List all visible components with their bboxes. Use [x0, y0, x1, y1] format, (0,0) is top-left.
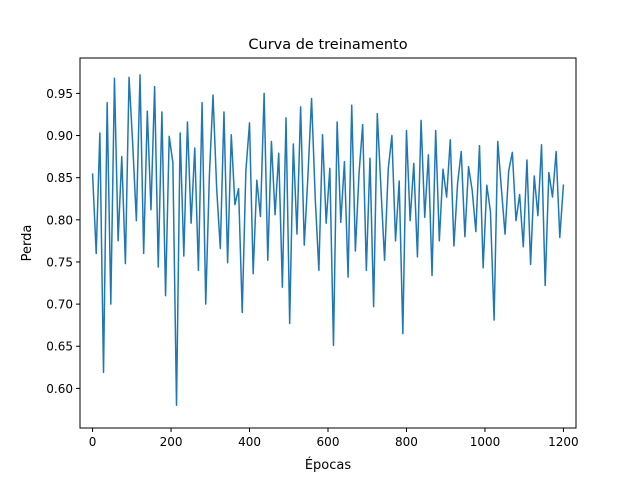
x-tick-label: 400: [238, 435, 261, 449]
y-tick-label: 0.95: [46, 87, 73, 101]
y-tick-label: 0.85: [46, 171, 73, 185]
y-axis-label: Perda: [20, 225, 35, 262]
y-tick-label: 0.60: [46, 382, 73, 396]
x-axis-label: Épocas: [305, 457, 352, 473]
x-tick-label: 1200: [548, 435, 579, 449]
x-tick-label: 600: [317, 435, 340, 449]
loss-series-line: [91, 74, 565, 406]
y-tick-label: 0.75: [46, 255, 73, 269]
y-axis: 0.60 0.65 0.70 0.75 0.80 0.85 0.90 0.95: [46, 87, 80, 396]
y-tick-label: 0.65: [46, 340, 73, 354]
x-tick-label: 200: [160, 435, 183, 449]
x-axis: 0 200 400 600 800 1000 1200: [89, 428, 579, 449]
chart-title: Curva de treinamento: [248, 37, 407, 53]
x-tick-label: 0: [89, 435, 97, 449]
x-tick-label: 1000: [470, 435, 501, 449]
y-tick-label: 0.90: [46, 129, 73, 143]
y-tick-label: 0.70: [46, 298, 73, 312]
y-tick-label: 0.80: [46, 213, 73, 227]
plot-area: [91, 74, 565, 406]
x-tick-label: 800: [395, 435, 418, 449]
